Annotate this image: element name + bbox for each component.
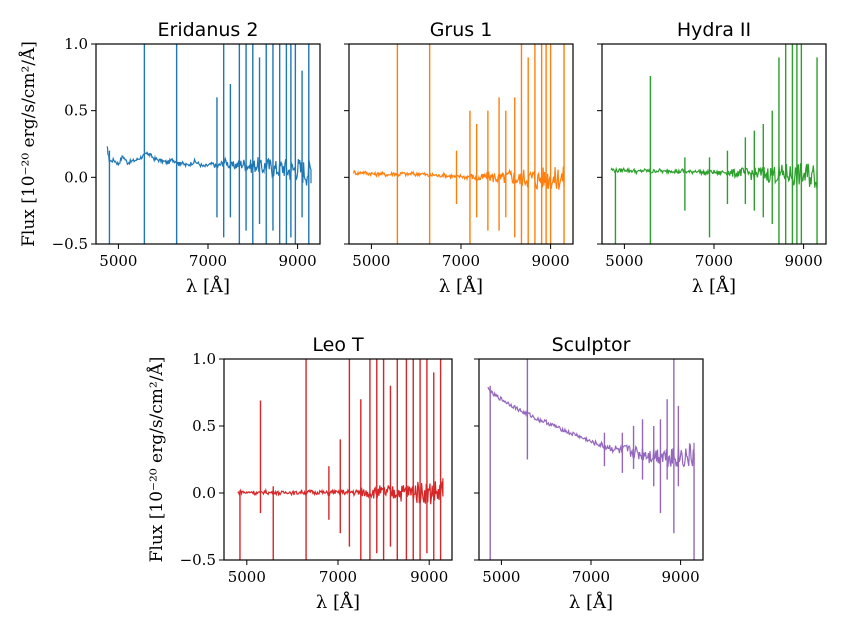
x-tick-label: 5000 <box>605 252 643 270</box>
plot-area <box>352 44 565 244</box>
x-tick-label: 5000 <box>352 252 390 270</box>
panel-title: Hydra II <box>677 19 751 41</box>
y-tick-label: 0.5 <box>64 102 88 120</box>
x-tick-label: 7000 <box>442 252 480 270</box>
panel-3: Hydra II 5000 7000 9000 λ [Å] <box>597 19 827 297</box>
x-tick-label: 9000 <box>532 252 570 270</box>
y-tick-label: −0.5 <box>52 235 88 253</box>
x-tick-label: 9000 <box>410 568 448 586</box>
panel-title: Grus 1 <box>430 19 493 41</box>
panel-1: Eridanus 2 5000 7000 9000 λ [Å] −0.5 0.0 0.5 1.0… <box>18 19 321 297</box>
y-tick-label: 0.0 <box>64 168 88 186</box>
plot-area <box>610 44 818 244</box>
y-tick-label: 1.0 <box>192 350 216 368</box>
plot-area <box>106 44 312 244</box>
panel-title: Eridanus 2 <box>158 19 259 41</box>
x-axis-label: λ [Å] <box>569 591 613 613</box>
plot-area <box>237 359 444 560</box>
axes-frame <box>348 43 574 245</box>
y-tick-label: 1.0 <box>64 35 88 53</box>
panel-4: Leo T 5000 7000 9000 λ [Å] −0.5 0.0 0.5 1.0 Flux … <box>146 334 453 613</box>
y-tick-label: −0.5 <box>180 551 216 569</box>
y-axis-label: Flux [10⁻²⁰ erg/s/cm²/Å] <box>18 41 39 247</box>
spectrum-line <box>106 146 312 186</box>
panel-5: Sculptor 5000 7000 9000 λ [Å] <box>474 334 704 613</box>
x-tick-label: 5000 <box>99 252 137 270</box>
x-tick-label: 7000 <box>319 568 357 586</box>
x-axis-label: λ [Å] <box>692 275 736 297</box>
spectrum-line <box>237 478 444 505</box>
x-tick-label: 9000 <box>662 568 700 586</box>
x-axis-label: λ [Å] <box>186 275 230 297</box>
x-tick-label: 5000 <box>482 568 520 586</box>
panel-title: Sculptor <box>552 334 631 356</box>
plot-area <box>487 359 695 560</box>
x-tick-label: 9000 <box>279 252 317 270</box>
x-tick-label: 7000 <box>572 568 610 586</box>
x-tick-label: 9000 <box>785 252 823 270</box>
axes-frame <box>223 358 453 561</box>
x-tick-label: 7000 <box>695 252 733 270</box>
x-axis-label: λ [Å] <box>439 275 483 297</box>
x-axis-label: λ [Å] <box>316 591 360 613</box>
panel-2: Grus 1 5000 7000 9000 λ [Å] <box>344 19 574 297</box>
y-tick-label: 0.0 <box>192 484 216 502</box>
spectrum-line <box>352 166 565 190</box>
y-axis-label: Flux [10⁻²⁰ erg/s/cm²/Å] <box>146 357 167 563</box>
spectrum-line <box>487 386 695 468</box>
y-tick-label: 0.5 <box>192 417 216 435</box>
panel-title: Leo T <box>312 334 364 356</box>
x-tick-label: 7000 <box>189 252 227 270</box>
x-tick-label: 5000 <box>228 568 266 586</box>
